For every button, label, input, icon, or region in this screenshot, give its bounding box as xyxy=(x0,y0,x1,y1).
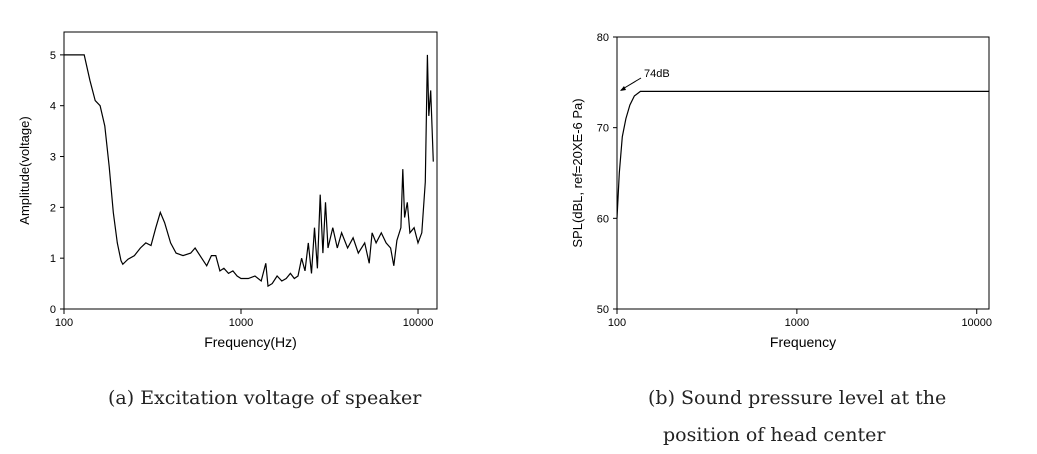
x-axis-title: Frequency(Hz) xyxy=(204,334,297,350)
data-line xyxy=(616,90,989,219)
y-tick-label: 1 xyxy=(50,253,56,265)
x-tick-label: 100 xyxy=(55,317,73,329)
x-tick-label: 10000 xyxy=(403,317,434,329)
y-tick-label: 2 xyxy=(50,202,56,214)
data-line xyxy=(64,54,434,288)
y-tick-label: 80 xyxy=(597,32,609,44)
arrow-head xyxy=(620,86,626,91)
x-tick-label: 1000 xyxy=(785,317,809,329)
y-tick-label: 50 xyxy=(597,304,609,316)
y-tick-label: 3 xyxy=(50,152,56,164)
caption: (b) Sound pressure level at the position… xyxy=(648,387,947,446)
annotation: 74dB xyxy=(644,68,670,80)
y-axis-title: Amplitude(voltage) xyxy=(17,116,32,224)
y-tick-label: 70 xyxy=(597,123,609,135)
y-axis-title: SPL(dBL, ref=20XE-6 Pa) xyxy=(570,98,585,247)
x-tick-label: 1000 xyxy=(229,317,253,329)
x-axis-title: Frequency xyxy=(770,334,836,350)
y-tick-label: 0 xyxy=(50,304,56,316)
caption: (a) Excitation voltage of speaker xyxy=(108,387,422,409)
y-tick-label: 4 xyxy=(50,101,56,113)
plot-frame xyxy=(616,36,990,310)
x-tick-label: 100 xyxy=(608,317,626,329)
plot-frame xyxy=(63,31,438,310)
charts: 0 1 2 3 4 5 100 1000 10000 Frequency(Hz) Amplitude… xyxy=(17,31,992,350)
x-tick-label: 10000 xyxy=(961,317,992,329)
y-tick-label: 5 xyxy=(50,50,56,62)
y-tick-label: 60 xyxy=(597,213,609,225)
